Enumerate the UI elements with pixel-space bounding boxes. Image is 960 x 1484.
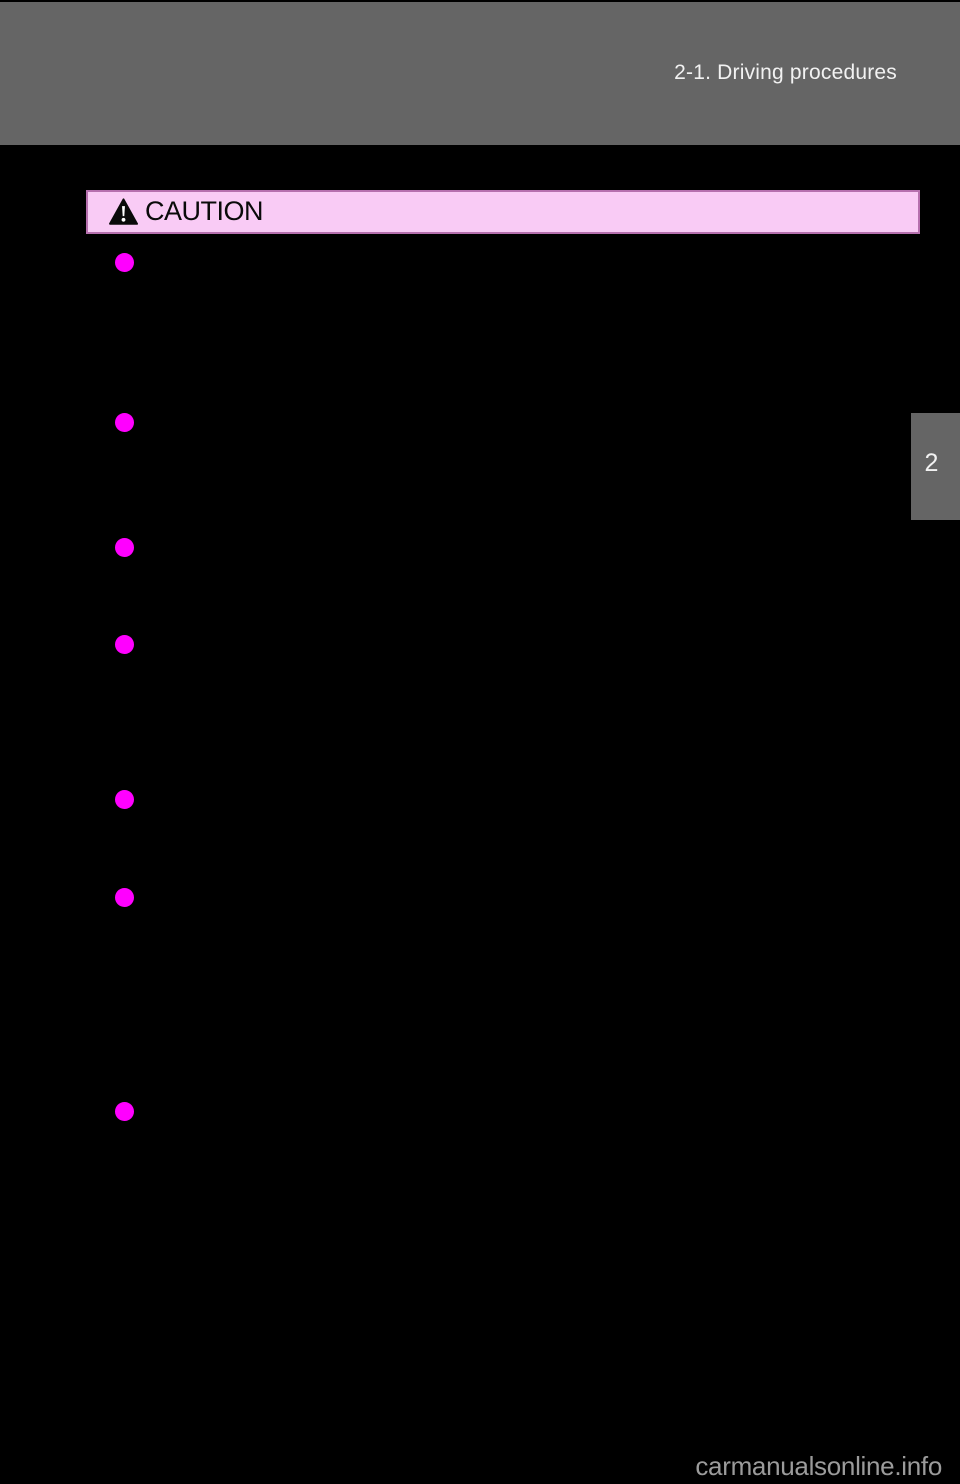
chapter-number: 2 xyxy=(924,449,939,477)
section-title: 2-1. Driving procedures xyxy=(674,61,897,84)
watermark: carmanualsonline.info xyxy=(695,1451,942,1481)
caution-banner: CAUTION xyxy=(86,190,920,234)
caution-label: CAUTION xyxy=(145,195,264,226)
list-bullet xyxy=(115,888,134,907)
page-header: 2-1. Driving procedures xyxy=(0,2,960,145)
list-bullet xyxy=(115,790,134,809)
list-bullet xyxy=(115,413,134,432)
list-bullet xyxy=(115,253,134,272)
list-bullet xyxy=(115,1102,134,1121)
list-bullet xyxy=(115,635,134,654)
warning-triangle-icon xyxy=(109,198,138,225)
chapter-tab: 2 xyxy=(911,413,960,520)
list-bullet xyxy=(115,538,134,557)
